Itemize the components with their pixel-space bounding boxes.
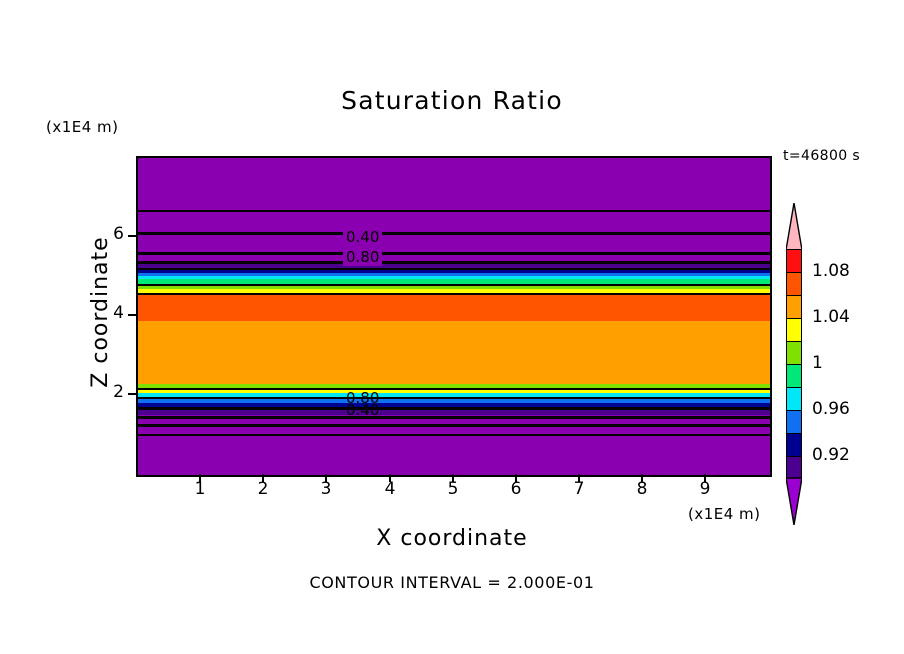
x-tick-label: 7 (573, 479, 585, 499)
y-tick (128, 393, 136, 395)
colorbar-label: 0.96 (812, 399, 850, 419)
page-title: Saturation Ratio (341, 86, 563, 115)
contour-line (138, 284, 770, 286)
band-yellow-lower (138, 390, 770, 393)
band-cyan (138, 276, 770, 279)
colorbar-label: 1.04 (812, 307, 850, 327)
y-tick-label: 6 (113, 224, 124, 244)
contour-line (138, 232, 770, 235)
contour-line (138, 424, 770, 427)
y-tick-label: 2 (113, 382, 124, 402)
band-spring-green (138, 279, 770, 284)
x-tick-label: 9 (699, 479, 711, 499)
contour-label-lower-2: 0.40 (346, 401, 380, 419)
colorbar-segment (787, 434, 801, 457)
band-indigo (138, 264, 770, 268)
contour-line (138, 293, 770, 295)
contour-line (138, 252, 770, 255)
band-cyan-lower (138, 393, 770, 397)
colorbar-segment (787, 296, 801, 319)
band-navy (138, 270, 770, 273)
colorbar-label: 1 (812, 353, 823, 373)
x-tick (325, 474, 327, 482)
colorbar-segment (787, 411, 801, 434)
y-tick (128, 314, 136, 316)
colorbar-label: 0.92 (812, 445, 850, 465)
band-blue-lower (138, 399, 770, 403)
x-tick-label: 6 (510, 479, 522, 499)
contour-interval-note: CONTOUR INTERVAL = 2.000E-01 (309, 573, 595, 592)
colorbar-label: 1.08 (812, 261, 850, 281)
colorbar-segment (787, 342, 801, 365)
band-blue (138, 273, 770, 276)
band-yellow-green-lower (138, 384, 770, 388)
colorbar-segment (787, 365, 801, 388)
colorbar-segment (787, 273, 801, 296)
colorbar-segment (787, 457, 801, 478)
x-tick (704, 474, 706, 482)
x-tick (389, 474, 391, 482)
contour-line (138, 261, 770, 264)
x-tick (452, 474, 454, 482)
contour-line (138, 388, 770, 390)
band-yellow-green (138, 286, 770, 289)
x-tick-label: 4 (384, 479, 396, 499)
band-yellow (138, 289, 770, 293)
colorbar-top-cap (786, 203, 802, 249)
colorbar-segment (787, 319, 801, 342)
contour-line (138, 416, 770, 419)
colorbar-segment (787, 388, 801, 411)
band-indigo-lower (138, 410, 770, 415)
y-tick-label: 4 (113, 303, 124, 323)
contour-line (138, 210, 770, 212)
colorbar-bottom-cap-outline (786, 477, 802, 525)
colorbar-segment (787, 250, 801, 273)
x-tick (515, 474, 517, 482)
x-tick-label: 2 (257, 479, 269, 499)
colorbar-top-cap-outline (786, 203, 802, 250)
x-tick (262, 474, 264, 482)
contour-label-lower-1: 0.80 (346, 389, 380, 407)
x-tick-label: 8 (636, 479, 648, 499)
x-tick (641, 474, 643, 482)
plot-area: 0.40 0.80 0.80 0.40 (136, 156, 772, 477)
x-axis-title: X coordinate (376, 526, 528, 551)
x-tick-label: 3 (320, 479, 332, 499)
band-orange-core (138, 321, 770, 384)
contour-label-upper-1: 0.40 (343, 228, 383, 246)
time-annotation: t=46800 s (783, 148, 861, 164)
contour-line (138, 397, 770, 399)
contour-line (138, 407, 770, 410)
y-tick (128, 235, 136, 237)
contour-line (138, 268, 770, 270)
x-tick (578, 474, 580, 482)
x-axis-units-label: (x1E4 m) (688, 505, 761, 523)
contour-label-upper-2: 0.80 (343, 248, 383, 266)
colorbar-bottom-cap (786, 478, 802, 524)
contour-line (138, 434, 770, 436)
band-navy-lower (138, 403, 770, 407)
colorbar[interactable] (786, 249, 802, 479)
x-tick (199, 474, 201, 482)
x-tick-label: 1 (194, 479, 206, 499)
z-axis-units-label: (x1E4 m) (46, 118, 119, 136)
band-orange-red (138, 295, 770, 321)
x-tick-label: 5 (447, 479, 459, 499)
